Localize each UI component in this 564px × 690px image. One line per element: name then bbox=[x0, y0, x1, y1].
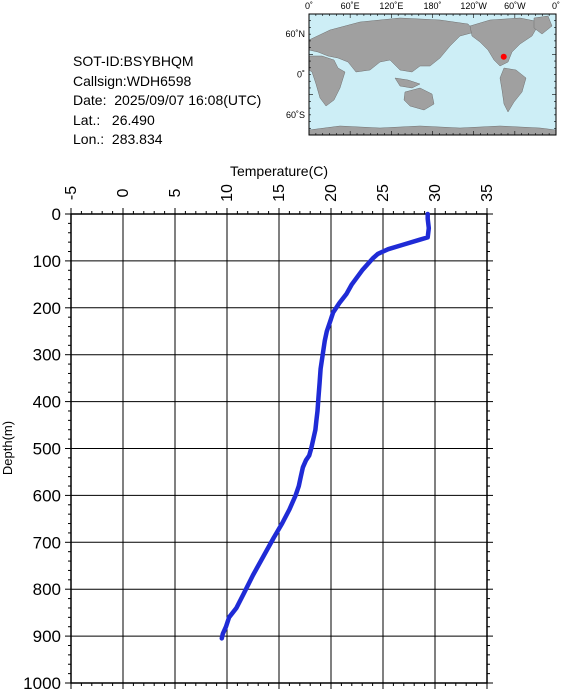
date-label: Date: 2025/09/07 16:08(UTC) bbox=[73, 92, 262, 108]
x-tick-label: 15 bbox=[271, 184, 288, 202]
y-tick-label: 700 bbox=[33, 533, 61, 552]
y-tick-label: 100 bbox=[33, 252, 61, 271]
map-longitude-label: 120˚E bbox=[379, 1, 403, 11]
x-tick-label: -5 bbox=[63, 186, 80, 200]
map-land bbox=[308, 15, 557, 136]
y-tick-label: 0 bbox=[52, 205, 61, 224]
map-longitude-label: 0˚ bbox=[305, 1, 313, 11]
land-south-america bbox=[499, 67, 527, 113]
chart-grid bbox=[70, 213, 488, 684]
x-tick-label: 35 bbox=[479, 184, 496, 202]
float-position-marker bbox=[500, 53, 507, 60]
temperature-profile-line bbox=[219, 211, 432, 641]
map-longitude-label: 180˚ bbox=[423, 1, 441, 11]
map-longitude-labels: 0˚ 60˚E 120˚E 180˚ 120˚W 60˚W 0˚ bbox=[305, 1, 560, 11]
x-tick-label: 25 bbox=[375, 184, 392, 202]
land-africa bbox=[308, 55, 346, 107]
latitude-label: Lat.: 26.490 bbox=[73, 111, 155, 128]
x-tick-label: 10 bbox=[219, 184, 236, 202]
x-axis-ticks: -5 0 5 10 15 20 25 30 35 bbox=[63, 184, 496, 689]
y-tick-label: 1000 bbox=[23, 674, 61, 690]
x-tick-label: 30 bbox=[427, 184, 444, 202]
y-tick-label: 300 bbox=[33, 346, 61, 365]
x-tick-label: 0 bbox=[115, 188, 132, 197]
profile-info: SOT-ID:BSYBHQM Callsign:WDH6598 Date: 20… bbox=[73, 52, 261, 150]
y-tick-label: 500 bbox=[33, 440, 61, 459]
y-tick-label: 200 bbox=[33, 299, 61, 318]
map-longitude-label: 60˚W bbox=[504, 1, 526, 11]
land-north-america bbox=[469, 17, 541, 67]
sot-id-label: SOT-ID:BSYBHQM bbox=[73, 53, 194, 69]
x-tick-label: 20 bbox=[323, 184, 340, 202]
y-axis-title: Depth(m) bbox=[0, 421, 15, 475]
y-tick-label: 900 bbox=[33, 627, 61, 646]
map-latitude-labels: 60˚N 0˚ 60˚S bbox=[285, 29, 305, 120]
land-eurasia bbox=[308, 17, 476, 73]
x-axis-title: Temperature(C) bbox=[230, 163, 328, 179]
map-latitude-label: 0˚ bbox=[297, 70, 305, 80]
land-australia bbox=[403, 87, 435, 111]
longitude-label: Lon.: 283.834 bbox=[73, 131, 163, 147]
map-longitude-label: 0˚ bbox=[552, 1, 560, 11]
map-frame-ticks bbox=[308, 13, 557, 136]
land-greenland bbox=[533, 15, 553, 35]
map-longitude-label: 60˚E bbox=[341, 1, 360, 11]
y-tick-label: 600 bbox=[33, 486, 61, 505]
map-longitude-label: 120˚W bbox=[460, 1, 487, 11]
land-indonesia bbox=[394, 77, 421, 89]
map-latitude-label: 60˚S bbox=[286, 110, 305, 120]
temperature-profile-series bbox=[219, 211, 432, 641]
callsign-label: Callsign:WDH6598 bbox=[73, 72, 192, 89]
map-latitude-label: 60˚N bbox=[285, 29, 305, 39]
y-tick-label: 800 bbox=[33, 580, 61, 599]
y-axis-ticks: 0 100 200 300 400 500 600 700 800 900 1000 bbox=[23, 205, 493, 690]
y-tick-label: 400 bbox=[33, 393, 61, 412]
x-tick-label: 5 bbox=[167, 188, 184, 197]
